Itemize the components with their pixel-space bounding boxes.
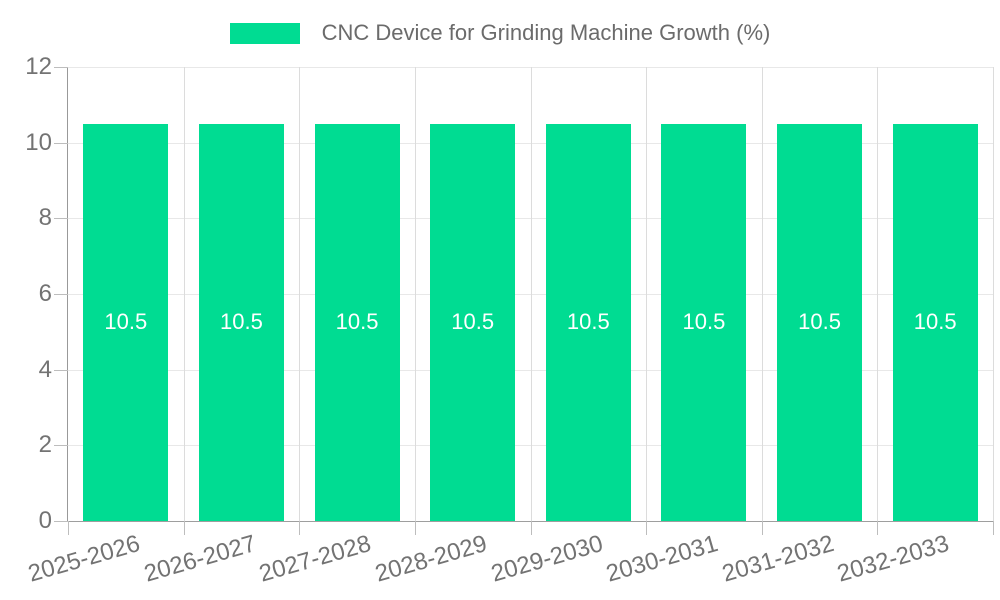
x-axis-tick — [761, 521, 763, 535]
bar-value-label: 10.5 — [913, 309, 957, 335]
y-tick-label: 4 — [38, 355, 52, 383]
gridline-vertical — [530, 67, 532, 521]
bar-value-label: 10.5 — [451, 309, 495, 335]
bar: 10.5 — [314, 123, 400, 521]
gridline-vertical — [299, 67, 301, 521]
y-tick-label: 6 — [38, 280, 52, 307]
x-tick-label: 2026-2027 — [140, 530, 259, 588]
bar: 10.5 — [430, 123, 516, 521]
y-tick-label: 8 — [38, 204, 52, 232]
bar: 10.5 — [545, 123, 631, 521]
bar: 10.5 — [661, 123, 747, 521]
x-axis-tick — [68, 521, 69, 535]
x-axis-tick — [299, 521, 301, 535]
gridline-vertical — [993, 67, 994, 521]
y-tick-label: 12 — [25, 53, 52, 80]
chart-legend[interactable]: CNC Device for Grinding Machine Growth (… — [0, 20, 1000, 46]
gridline-vertical — [414, 67, 416, 521]
plot-area: 10.5 10.5 10.5 10.5 10.5 10.5 10.5 10.5 — [68, 67, 994, 521]
bar-value-label: 10.5 — [104, 309, 148, 335]
x-tick-label: 2025-2026 — [25, 530, 143, 588]
x-axis-line — [67, 521, 993, 522]
gridline-vertical — [877, 67, 879, 521]
x-tick-label: 2027-2028 — [256, 530, 375, 588]
y-axis-tick — [54, 294, 68, 295]
y-tick-label: 0 — [38, 507, 52, 534]
y-axis-tick — [54, 67, 68, 68]
gridline-vertical — [646, 67, 648, 521]
x-tick-label: 2028-2029 — [372, 530, 490, 588]
x-tick-label: 2031-2032 — [718, 530, 837, 588]
bar-value-label: 10.5 — [566, 309, 610, 335]
x-tick-label: 2029-2030 — [487, 530, 606, 588]
y-axis-tick — [54, 369, 68, 371]
x-axis-tick — [414, 521, 416, 535]
x-axis-tick — [993, 521, 994, 535]
y-axis-tick — [54, 218, 68, 220]
y-axis-tick — [54, 142, 68, 144]
bar: 10.5 — [892, 123, 978, 521]
gridline-vertical — [183, 67, 185, 521]
x-axis-tick — [530, 521, 532, 535]
bar: 10.5 — [198, 123, 284, 521]
x-tick-label: 2032-2033 — [834, 530, 953, 588]
bar-value-label: 10.5 — [682, 309, 726, 335]
x-axis-tick — [183, 521, 185, 535]
y-tick-label: 2 — [38, 431, 52, 459]
bar-value-label: 10.5 — [798, 309, 841, 335]
bar: 10.5 — [83, 123, 169, 521]
x-axis-tick — [646, 521, 648, 535]
legend-swatch — [229, 22, 300, 44]
gridline-vertical — [761, 67, 763, 521]
y-axis-tick — [54, 521, 68, 522]
bar-value-label: 10.5 — [220, 309, 263, 335]
x-axis-tick — [877, 521, 879, 535]
legend-label: CNC Device for Grinding Machine Growth (… — [321, 20, 771, 45]
bar-value-label: 10.5 — [335, 309, 379, 335]
bar: 10.5 — [777, 123, 863, 521]
x-tick-label: 2030-2031 — [603, 530, 722, 588]
y-axis-tick — [54, 445, 68, 447]
y-tick-label: 10 — [25, 128, 52, 156]
